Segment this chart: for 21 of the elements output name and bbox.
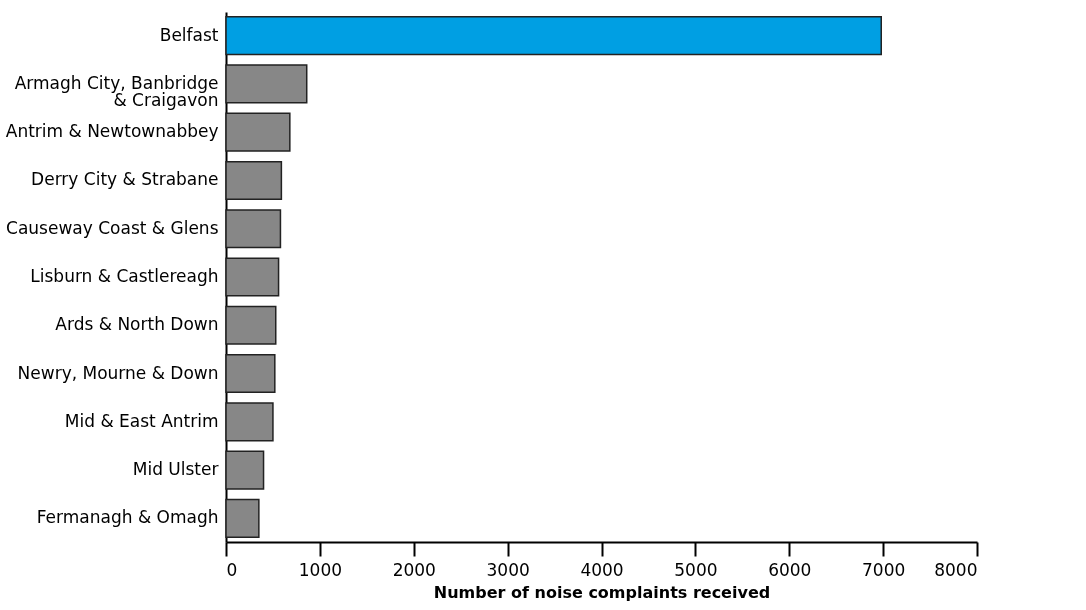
y-tick-label: Mid Ulster [132,459,219,480]
y-tick-label: Lisburn & Castlereagh [30,266,219,286]
x-tick-label: 2000 [392,559,436,580]
x-tick-label: 6000 [768,559,812,580]
x-tick-label: 3000 [486,559,530,580]
y-tick-label: Derry City & Strabane [31,169,219,190]
y-tick-label: Antrim & Newtownabbey [5,121,219,142]
y-tick-label: Fermanagh & Omagh [36,507,219,528]
y-tick-label: Belfast [159,24,219,45]
x-tick-label: 8000 [934,559,978,580]
x-tick-label: 5000 [674,559,718,580]
x-tick-label: 7000 [861,559,906,580]
y-tick-label: Causeway Coast & Glens [6,217,219,238]
x-tick-label: 0 [226,559,238,580]
y-tick-label: Armagh City, Banbridge & Craigavon [14,72,219,110]
y-tick-label: Ards & North Down [55,314,219,335]
y-tick-label: Mid & East Antrim [64,410,219,431]
y-tick-label: Newry, Mourne & Down [17,362,219,383]
x-tick-label: 1000 [298,559,343,580]
x-tick-label: 4000 [580,559,624,580]
x-axis-title: Number of noise complaints received [433,582,771,602]
